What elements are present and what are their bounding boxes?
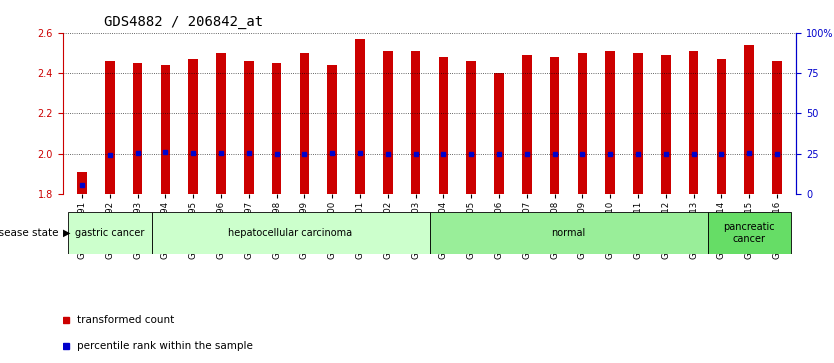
Bar bbox=[327, 65, 337, 194]
Bar bbox=[355, 39, 364, 194]
Bar bbox=[577, 53, 587, 194]
Bar bbox=[77, 172, 87, 194]
Bar bbox=[689, 51, 699, 194]
Bar bbox=[522, 55, 532, 194]
Text: normal: normal bbox=[551, 228, 585, 238]
Bar bbox=[744, 45, 754, 194]
Bar bbox=[410, 51, 420, 194]
Bar bbox=[430, 212, 707, 254]
Bar bbox=[466, 61, 476, 194]
Bar bbox=[716, 59, 726, 194]
Bar bbox=[605, 51, 615, 194]
Bar bbox=[383, 51, 393, 194]
Bar bbox=[188, 59, 198, 194]
Bar bbox=[160, 65, 170, 194]
Text: percentile rank within the sample: percentile rank within the sample bbox=[78, 341, 253, 351]
Bar bbox=[133, 63, 143, 194]
Bar bbox=[272, 63, 282, 194]
Text: ▶: ▶ bbox=[63, 228, 70, 238]
Bar bbox=[772, 61, 781, 194]
Bar bbox=[661, 55, 671, 194]
Text: hepatocellular carcinoma: hepatocellular carcinoma bbox=[229, 228, 353, 238]
Text: disease state: disease state bbox=[0, 228, 58, 238]
Bar bbox=[105, 61, 114, 194]
Bar bbox=[707, 212, 791, 254]
Bar bbox=[439, 57, 449, 194]
Text: transformed count: transformed count bbox=[78, 315, 174, 325]
Bar bbox=[244, 61, 254, 194]
Text: gastric cancer: gastric cancer bbox=[75, 228, 144, 238]
Bar bbox=[216, 53, 226, 194]
Bar bbox=[494, 73, 504, 194]
Bar bbox=[152, 212, 430, 254]
Text: pancreatic
cancer: pancreatic cancer bbox=[723, 223, 775, 244]
Bar bbox=[68, 212, 152, 254]
Bar bbox=[299, 53, 309, 194]
Bar bbox=[633, 53, 643, 194]
Text: GDS4882 / 206842_at: GDS4882 / 206842_at bbox=[104, 15, 264, 29]
Bar bbox=[550, 57, 560, 194]
